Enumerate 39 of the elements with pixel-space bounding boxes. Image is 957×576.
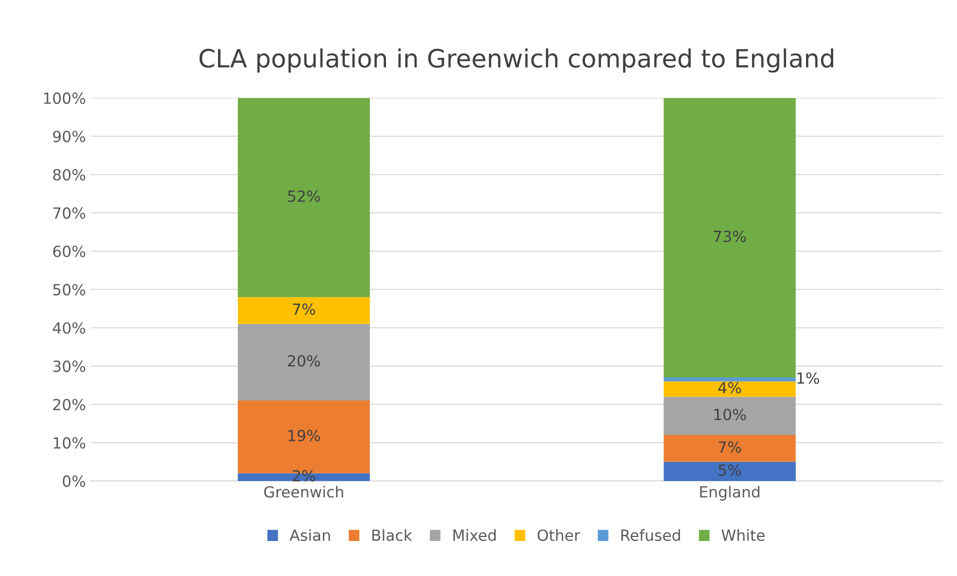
bar bbox=[664, 98, 796, 378]
data-label: 52% bbox=[288, 190, 320, 202]
bar bbox=[664, 462, 796, 481]
data-label: 10% bbox=[714, 408, 746, 420]
y-tick-label: 90% bbox=[53, 130, 86, 142]
bar bbox=[664, 378, 796, 382]
y-tick-label: 100% bbox=[44, 92, 86, 104]
data-label: 5% bbox=[718, 464, 741, 476]
bar bbox=[664, 381, 796, 397]
y-tick-label: 0% bbox=[62, 475, 86, 487]
chart-title: CLA population in Greenwich compared to England bbox=[200, 48, 834, 73]
legend-label: Asian bbox=[290, 529, 330, 542]
y-tick-label: 60% bbox=[53, 246, 86, 258]
legend-label: Mixed bbox=[453, 529, 496, 542]
data-label: 19% bbox=[288, 430, 320, 442]
data-label: 7% bbox=[292, 303, 316, 315]
bar bbox=[238, 98, 370, 298]
bar bbox=[664, 396, 796, 435]
legend-label: Refused bbox=[621, 529, 680, 542]
y-tick-label: 50% bbox=[53, 284, 86, 296]
data-label: 1% bbox=[797, 372, 820, 384]
y-tick-label: 30% bbox=[53, 360, 86, 372]
data-label: 73% bbox=[714, 230, 746, 242]
legend-label: White bbox=[722, 529, 765, 542]
y-tick-label: 70% bbox=[53, 207, 86, 219]
y-tick-label: 80% bbox=[53, 168, 86, 181]
y-tick-label: 10% bbox=[54, 437, 86, 449]
bar bbox=[238, 324, 370, 401]
bar bbox=[238, 297, 370, 324]
y-tick-label: 40% bbox=[52, 322, 86, 334]
y-tick-label: 20% bbox=[53, 398, 86, 410]
bar bbox=[664, 434, 796, 462]
x-tick-label: Greenwich bbox=[264, 486, 344, 498]
legend-label: Other bbox=[538, 529, 580, 542]
x-tick-label: England bbox=[700, 486, 760, 501]
data-label: 20% bbox=[288, 355, 320, 367]
legend-label: Black bbox=[372, 529, 412, 542]
data-label: 4% bbox=[718, 382, 741, 394]
data-label: 7% bbox=[718, 441, 741, 453]
